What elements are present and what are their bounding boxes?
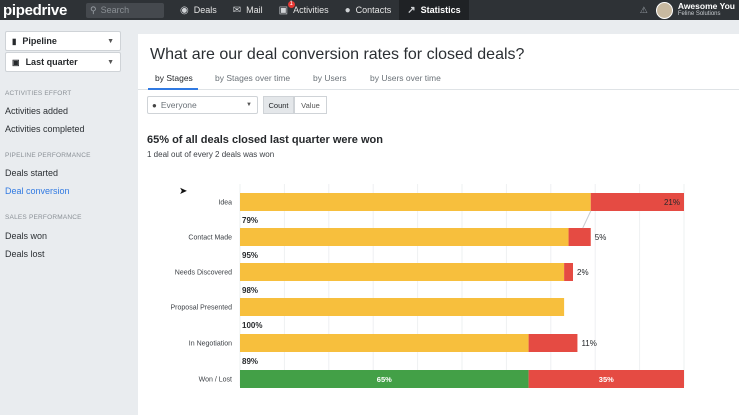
trend-icon: ↗ (407, 4, 416, 16)
stage-label: Won / Lost (199, 377, 232, 384)
mouse-cursor-icon: ➤ (179, 186, 188, 197)
report-tabs: by Stages by Stages over time by Users b… (138, 68, 739, 90)
bar-segment-lost (564, 263, 573, 281)
person-icon: ● (152, 100, 157, 110)
tab-by-users-over-time[interactable]: by Users over time (370, 73, 441, 83)
chevron-down-icon: ▼ (246, 102, 252, 108)
nav-activities[interactable]: ▣ 1 Activities (271, 0, 337, 20)
conversion-label: 100% (242, 321, 262, 330)
conversion-chart: Idea 21% 79% Contact Made 5% 95% Needs Discove… (171, 184, 685, 388)
drop-off-label: 11% (581, 339, 596, 348)
bar-segment-lost (528, 370, 684, 388)
main-nav: ◉ Deals ✉ Mail ▣ 1 Activities ● Contacts… (172, 0, 469, 20)
nav-activities-label: Activities (293, 5, 329, 15)
conversion-label: 95% (242, 251, 258, 260)
stage-label: Idea (218, 200, 232, 207)
user-name: Awesome You (677, 1, 735, 11)
conversion-label: 89% (242, 357, 258, 366)
bar-segment-converted (240, 334, 529, 352)
stage-label: Proposal Presented (171, 305, 233, 312)
bar-segment-converted (240, 263, 565, 281)
tab-by-users[interactable]: by Users (313, 73, 347, 83)
nav-mail[interactable]: ✉ Mail (225, 0, 271, 20)
bar-segment-converted (240, 193, 591, 211)
search-placeholder: Search (100, 5, 130, 15)
bar-segment-lost (568, 228, 591, 246)
search-icon: ⚲ (90, 4, 97, 15)
chevron-down-icon: ▼ (107, 37, 114, 45)
drop-off-label: 21% (664, 198, 680, 207)
pipeline-select-label: Pipeline (22, 36, 57, 46)
stage-label: Contact Made (188, 235, 232, 242)
nav-contacts-label: Contacts (355, 5, 392, 15)
lost-label: 35% (599, 375, 614, 384)
section-heading: SALES PERFORMANCE (5, 214, 82, 221)
conversion-label: 79% (242, 216, 258, 225)
bar-segment-lost (590, 193, 684, 211)
bell-icon[interactable]: ⚠ (639, 4, 648, 15)
section-heading: PIPELINE PERFORMANCE (5, 152, 91, 159)
stage-label: In Negotiation (189, 341, 232, 348)
app-logo[interactable]: pipedrive (3, 1, 67, 19)
tab-by-stages-over-time[interactable]: by Stages over time (215, 73, 291, 83)
search-input[interactable]: ⚲ Search (86, 2, 164, 18)
nav-deals-label: Deals (193, 5, 217, 15)
page-title: What are our deal conversion rates for c… (150, 46, 525, 63)
stage-label: Needs Discovered (175, 270, 232, 277)
pipeline-icon: ▮ (12, 36, 17, 46)
count-toggle[interactable]: Count (263, 96, 294, 114)
calendar-icon: ▣ (278, 4, 289, 16)
sidebar-item-activities-added[interactable]: Activities added (5, 106, 69, 116)
user-org: Feline Solutions (677, 11, 721, 17)
conversion-label: 98% (242, 286, 258, 295)
top-navigation: pipedrive ⚲ Search ◉ Deals ✉ Mail ▣ 1 Ac… (0, 0, 739, 20)
nav-contacts[interactable]: ● Contacts (337, 0, 400, 20)
active-tab-indicator (148, 88, 198, 90)
period-select-label: Last quarter (25, 57, 78, 67)
nav-statistics[interactable]: ↗ Statistics (399, 0, 469, 20)
user-filter-value: Everyone (160, 100, 197, 110)
summary-headline: 65% of all deals closed last quarter wer… (147, 134, 383, 146)
value-toggle[interactable]: Value (294, 96, 327, 114)
sidebar-item-deals-started[interactable]: Deals started (5, 168, 59, 178)
period-select[interactable]: ▣ Last quarter ▼ (5, 52, 121, 72)
sidebar-item-deal-conversion[interactable]: Deal conversion (5, 186, 70, 196)
bar-segment-converted (240, 370, 529, 388)
section-heading: ACTIVITIES EFFORT (5, 90, 72, 97)
chevron-down-icon: ▼ (107, 58, 114, 66)
sidebar-item-deals-lost[interactable]: Deals lost (5, 249, 45, 259)
dollar-icon: ◉ (180, 4, 189, 16)
mail-icon: ✉ (232, 4, 242, 16)
calendar-icon: ▣ (12, 57, 20, 67)
bar-segment-lost (528, 334, 578, 352)
summary-subline: 1 deal out of every 2 deals was won (147, 150, 275, 159)
avatar (655, 1, 673, 19)
user-menu[interactable]: ⚠ Awesome You Feline Solutions (640, 0, 735, 20)
bar-segment-converted (240, 228, 569, 246)
drop-off-label: 2% (577, 268, 589, 277)
pipeline-select[interactable]: ▮ Pipeline ▼ (5, 31, 121, 51)
report-panel: What are our deal conversion rates for c… (138, 34, 739, 415)
funnel-connector (582, 210, 592, 229)
person-icon: ● (344, 4, 351, 16)
sidebar-item-activities-completed[interactable]: Activities completed (5, 124, 85, 134)
sidebar-item-deals-won[interactable]: Deals won (5, 231, 48, 241)
sidebar: ▮ Pipeline ▼ ▣ Last quarter ▼ ACTIVITIES… (0, 20, 130, 415)
activities-badge: 1 (287, 1, 295, 8)
won-label: 65% (377, 375, 392, 384)
user-filter-select[interactable]: ● Everyone ▼ (147, 96, 258, 114)
nav-mail-label: Mail (246, 5, 263, 15)
nav-statistics-label: Statistics (420, 5, 461, 15)
drop-off-label: 5% (595, 233, 607, 242)
tab-by-stages[interactable]: by Stages (155, 73, 193, 83)
bar-segment-converted (240, 298, 565, 316)
nav-deals[interactable]: ◉ Deals (172, 0, 225, 20)
